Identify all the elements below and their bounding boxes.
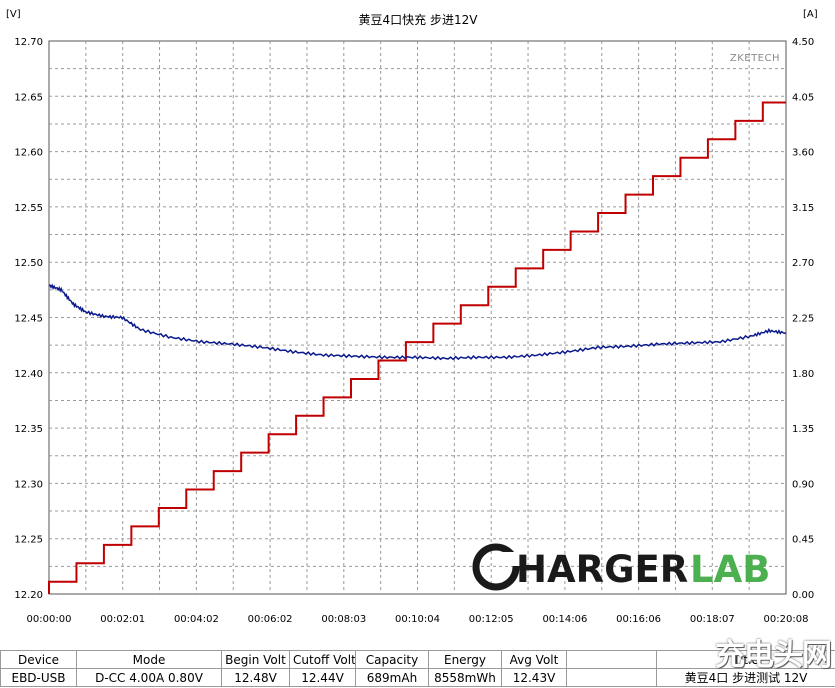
right-tick-label: 3.60 [792,148,814,159]
watermark-zketech: ZKETECH [730,53,780,64]
voltage-series-line [48,283,787,361]
left-tick-label: 12.45 [14,314,43,325]
x-tick-label: 00:00:00 [27,614,72,625]
current-series-line [48,101,786,594]
value-capacity: 689mAh [355,668,429,687]
value-device: EBD-USB [0,668,77,687]
header-energy: Energy [428,650,502,669]
x-tick-label: 00:10:04 [395,614,440,625]
summary-table: Device Mode Begin Volt Cutoff Volt Capac… [0,650,835,687]
chargerlab-logo: HARGER LAB [472,543,770,591]
header-cutoff-volt: Cutoff Volt [289,650,356,669]
table-value-row: EBD-USB D-CC 4.00A 0.80V 12.48V 12.44V 6… [0,668,835,687]
left-axis-unit: [V] [6,9,21,20]
header-blank [566,650,657,669]
x-axis-ticks: 00:00:00 00:02:01 00:04:02 00:06:02 00:08:03… [27,614,809,625]
header-begin-volt: Begin Volt [221,650,290,669]
left-tick-label: 12.50 [14,258,43,269]
right-tick-label: 0.45 [792,535,814,546]
value-title: 黄豆4口 步进测试 12V [656,668,835,687]
grid [49,41,786,594]
x-tick-label: 00:16:06 [616,614,661,625]
header-title: Title [656,650,835,669]
table-header-row: Device Mode Begin Volt Cutoff Volt Capac… [0,650,835,669]
x-tick-label: 00:08:03 [321,614,366,625]
left-tick-label: 12.25 [14,535,43,546]
left-tick-label: 12.70 [14,37,43,48]
right-tick-label: 2.70 [792,258,814,269]
right-tick-label: 3.15 [792,203,814,214]
right-tick-label: 4.05 [792,92,814,103]
left-tick-label: 12.20 [14,590,43,601]
value-mode: D-CC 4.00A 0.80V [76,668,222,687]
value-blank [566,668,657,687]
left-tick-label: 12.55 [14,203,43,214]
right-axis-ticks: 4.50 4.05 3.60 3.15 2.70 2.25 1.80 1.35 0.90 0.45… [792,37,814,601]
right-tick-label: 0.00 [792,590,814,601]
header-device: Device [0,650,77,669]
value-begin-volt: 12.48V [221,668,290,687]
right-tick-label: 0.90 [792,479,814,490]
header-avg-volt: Avg Volt [501,650,567,669]
x-tick-label: 00:14:06 [542,614,587,625]
x-tick-label: 00:02:01 [100,614,145,625]
left-tick-label: 12.40 [14,369,43,380]
header-mode: Mode [76,650,222,669]
x-tick-label: 00:12:05 [469,614,514,625]
x-tick-label: 00:18:07 [690,614,735,625]
chart-title: 黄豆4口快充 步进12V [359,12,479,27]
header-capacity: Capacity [355,650,429,669]
right-tick-label: 4.50 [792,37,814,48]
right-tick-label: 1.35 [792,424,814,435]
left-axis-ticks: 12.70 12.65 12.60 12.55 12.50 12.45 12.40 12.35… [14,37,43,601]
value-avg-volt: 12.43V [501,668,567,687]
left-tick-label: 12.30 [14,479,43,490]
x-tick-label: 00:20:08 [764,614,809,625]
left-tick-label: 12.60 [14,148,43,159]
right-tick-label: 2.25 [792,314,814,325]
brand-part2: LAB [690,548,770,591]
series-layer [48,101,787,594]
x-tick-label: 00:06:02 [248,614,293,625]
x-tick-label: 00:04:02 [174,614,219,625]
right-tick-label: 1.80 [792,369,814,380]
right-axis-unit: [A] [803,9,818,20]
corner-watermark-logo: 充电头网 [715,638,832,673]
left-tick-label: 12.65 [14,92,43,103]
chart: [V] [A] 黄豆4口快充 步进12V 12.70 12.65 12.60 12.5… [6,9,818,625]
brand-part1: HARGER [516,548,688,591]
left-tick-label: 12.35 [14,424,43,435]
value-cutoff-volt: 12.44V [289,668,356,687]
value-energy: 8558mWh [428,668,502,687]
